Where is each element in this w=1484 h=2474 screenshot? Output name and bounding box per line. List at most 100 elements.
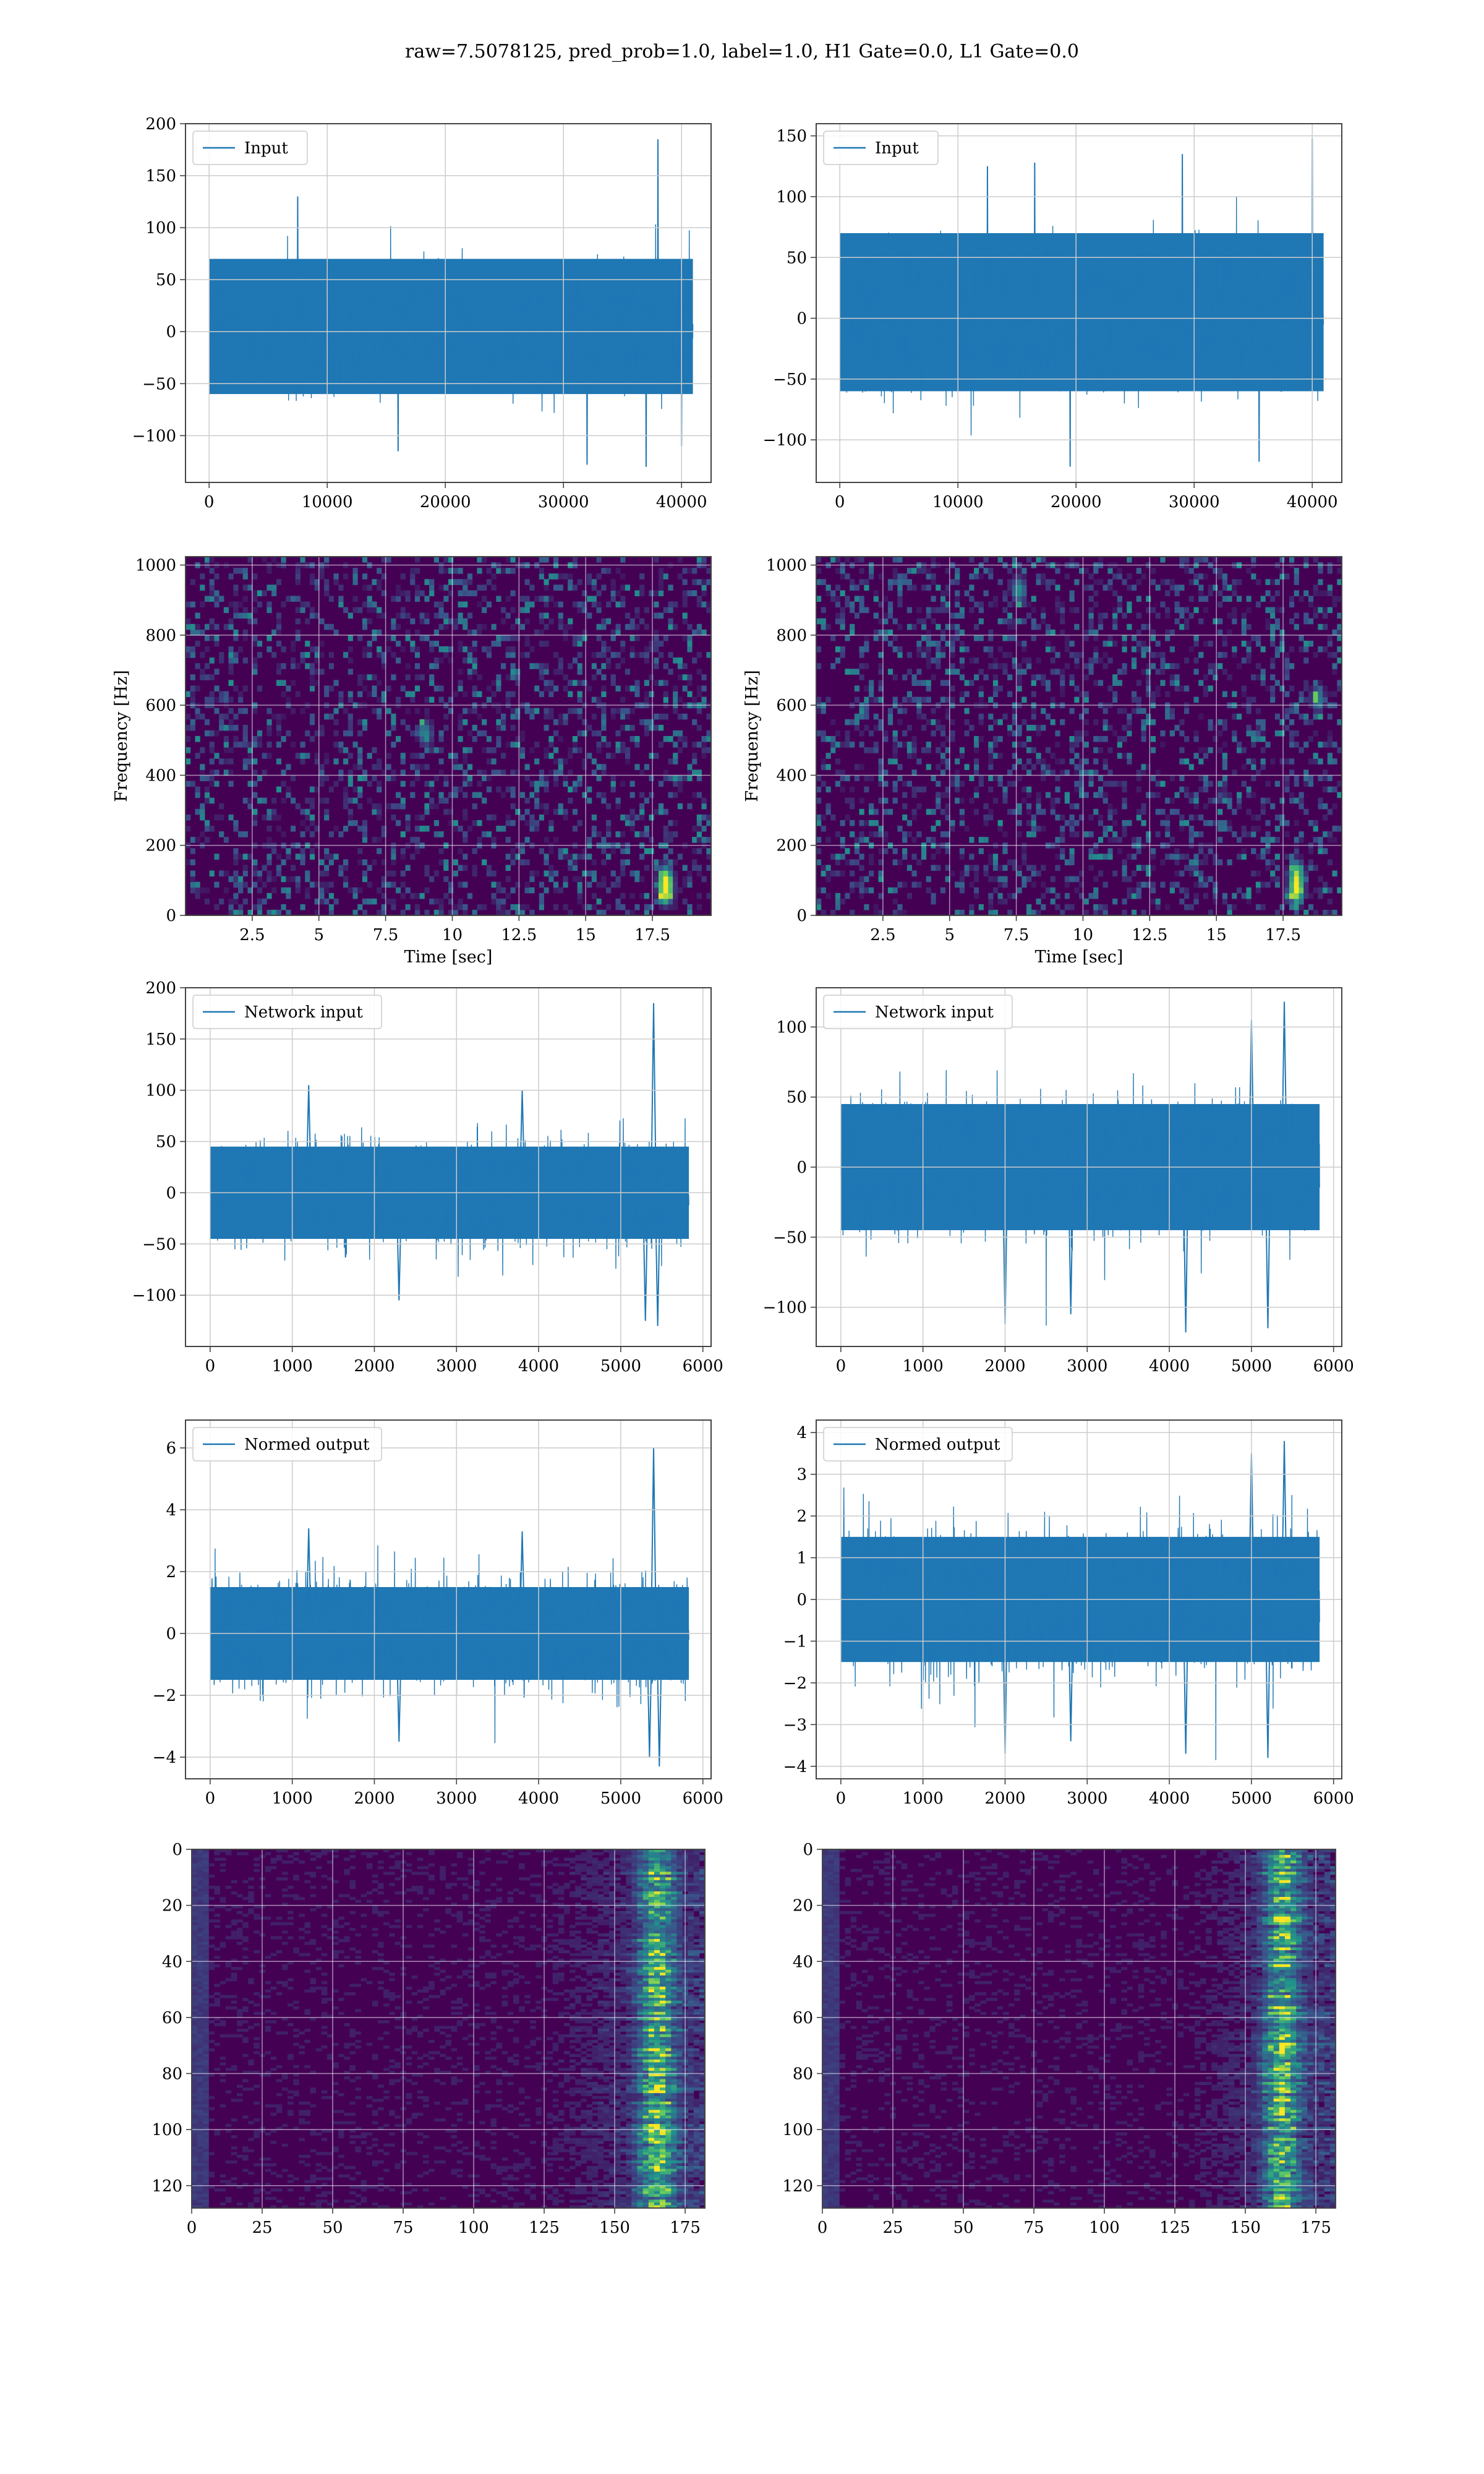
- input-l1-legend-label: Input: [875, 139, 919, 158]
- input-h1-xtick-label-0: 0: [204, 493, 215, 511]
- normed-l1-spike-2: [1264, 1599, 1271, 1758]
- spec-h1-xtick-label-6: 17.5: [634, 926, 670, 944]
- network-l1-xtick-label-5: 5000: [1231, 1357, 1272, 1376]
- features-h1-xtick-label-4: 100: [458, 2219, 489, 2237]
- network-l1-ytick-label-3: 50: [787, 1089, 807, 1107]
- features-l1-xtick-label-2: 50: [953, 2219, 973, 2237]
- features-h1-xtick-label-2: 50: [322, 2219, 343, 2237]
- features-l1-ytick-label-1: 20: [793, 1897, 813, 1915]
- figure-title: raw=7.5078125, pred_prob=1.0, label=1.0,…: [405, 41, 1079, 62]
- input-l1-ytick-label-2: 0: [796, 310, 807, 328]
- features-l1-frame: [822, 1849, 1336, 2209]
- features-l1-xtick-label-3: 75: [1023, 2219, 1044, 2237]
- spec-h1-ylabel: Frequency [Hz]: [112, 670, 131, 802]
- network-l1-xtick-label-3: 3000: [1067, 1357, 1107, 1376]
- network-h1-ytick-label-3: 50: [156, 1133, 176, 1152]
- input-h1-ytick-label-6: 200: [145, 115, 176, 134]
- input-l1-ytick-label-1: −50: [773, 370, 807, 389]
- input-h1-ytick-label-1: −50: [142, 375, 176, 393]
- network-l1-spike-5: [1067, 1166, 1074, 1314]
- spec-l1-ytick-label-1: 200: [776, 837, 807, 855]
- network-h1-xtick-label-2: 2000: [354, 1357, 394, 1376]
- features-h1-ytick-label-3: 60: [162, 2009, 182, 2027]
- network-l1-legend: Network input: [823, 995, 1013, 1029]
- network-h1-signal-line: [210, 1118, 689, 1277]
- normed-h1-xtick-label-5: 5000: [600, 1789, 641, 1808]
- normed-l1-legend-label: Normed output: [875, 1436, 1000, 1454]
- network-l1-xtick-label-6: 6000: [1313, 1357, 1354, 1376]
- spec-h1-cells: [186, 557, 712, 916]
- features-l1-xtick-label-0: 0: [817, 2219, 828, 2237]
- normed-h1-ytick-label-5: 6: [166, 1439, 176, 1458]
- input-l1-spike-4: [1258, 318, 1260, 462]
- input-h1-ytick-label-0: −100: [132, 427, 176, 445]
- input-l1-ytick-label-0: −100: [763, 431, 807, 450]
- input-l1-chart: 0 10000 20000 30000 40000 −100 −50 0 50 100 150 Inp…: [763, 123, 1342, 511]
- input-h1-ytick-label-2: 0: [166, 323, 176, 341]
- input-l1-ytick-label-5: 150: [776, 127, 807, 146]
- normed-l1-ytick-label-1: −3: [783, 1716, 807, 1734]
- network-l1-legend-label: Network input: [875, 1003, 994, 1022]
- network-l1-ytick-label-4: 100: [776, 1018, 807, 1037]
- input-h1-xtick-label-4: 40000: [656, 493, 707, 511]
- input-l1-frame: [816, 123, 1342, 483]
- spec-h1-ytick-label-5: 1000: [135, 557, 176, 575]
- input-l1-ytick-label-4: 100: [776, 188, 807, 207]
- spec-h1-ytick-label-3: 600: [145, 696, 176, 715]
- spec-h1-xtick-label-1: 5: [313, 926, 324, 944]
- features-l1-ytick-label-3: 60: [793, 2009, 813, 2027]
- spec-l1-xtick-label-0: 2.5: [870, 926, 895, 944]
- input-l1-spike-2: [1033, 162, 1036, 319]
- network-h1-spike-0: [650, 1003, 657, 1193]
- input-h1-legend: Input: [192, 131, 308, 165]
- spec-l1-xtick-label-1: 5: [944, 926, 955, 944]
- spec-h1-xtick-label-0: 2.5: [239, 926, 265, 944]
- spec-l1-ytick-label-5: 1000: [766, 557, 807, 575]
- normed-h1-legend-label: Normed output: [244, 1436, 370, 1454]
- normed-l1-ytick-label-5: 1: [796, 1549, 807, 1568]
- features-h1-cells: [192, 1849, 706, 2209]
- features-l1-cells: [822, 1849, 1336, 2209]
- features-h1-ytick-label-4: 80: [162, 2065, 182, 2084]
- normed-h1-xtick-label-2: 2000: [354, 1789, 394, 1808]
- spec-h1-xlabel: Time [sec]: [404, 948, 493, 967]
- normed-h1-ytick-label-3: 2: [166, 1563, 176, 1582]
- spec-h1-xtick-label-3: 10: [442, 926, 463, 944]
- network-h1-legend: Network input: [192, 995, 382, 1029]
- spec-l1-xtick-label-3: 10: [1073, 926, 1093, 944]
- spec-l1-ytick-label-3: 600: [776, 696, 807, 715]
- network-l1-signal-line: [840, 1070, 1320, 1326]
- network-h1-ytick-label-2: 0: [166, 1184, 176, 1202]
- normed-l1-xtick-label-5: 5000: [1231, 1789, 1272, 1808]
- normed-l1-signal-line: [840, 1487, 1320, 1760]
- network-l1-ytick-label-1: −50: [773, 1228, 807, 1247]
- normed-h1-spike-5: [396, 1633, 403, 1742]
- normed-l1-xtick-label-2: 2000: [984, 1789, 1025, 1808]
- input-h1-ytick-label-3: 50: [156, 271, 176, 289]
- features-l1-xtick-label-6: 150: [1230, 2219, 1261, 2237]
- features-h1-xtick-label-0: 0: [187, 2219, 197, 2237]
- input-h1-xtick-label-1: 10000: [302, 493, 353, 511]
- network-l1-spike-0: [1281, 1001, 1288, 1168]
- normed-l1-ytick-label-0: −4: [783, 1758, 807, 1776]
- spec-h1-ytick-label-1: 200: [145, 837, 176, 855]
- spec-l1-xtick-label-5: 15: [1206, 926, 1227, 944]
- network-h1-xtick-label-5: 5000: [600, 1357, 641, 1376]
- features-l1-ytick-label-5: 100: [782, 2121, 813, 2139]
- network-l1-xtick-label-4: 4000: [1149, 1357, 1190, 1376]
- network-h1-spike-3: [305, 1085, 312, 1193]
- spec-h1-ytick-label-0: 0: [166, 907, 176, 925]
- input-l1-xtick-label-1: 10000: [932, 493, 984, 511]
- input-l1-xtick-label-4: 40000: [1287, 493, 1338, 511]
- spec-l1-xlabel: Time [sec]: [1035, 948, 1124, 967]
- spec-h1-chart: 2.5 5 7.5 10 12.5 15 17.5 0 200 400 600 800 1000 Time…: [112, 556, 712, 967]
- network-l1-xtick-label-0: 0: [836, 1357, 846, 1376]
- normed-l1-spike-1: [1182, 1599, 1189, 1754]
- network-h1-xtick-label-1: 1000: [272, 1357, 313, 1376]
- network-l1-xtick-label-1: 1000: [903, 1357, 944, 1376]
- spec-l1-frame: [816, 556, 1342, 916]
- features-l1-ytick-label-0: 0: [803, 1841, 813, 1859]
- normed-l1-xtick-label-0: 0: [836, 1789, 846, 1808]
- features-l1-xtick-label-4: 100: [1089, 2219, 1120, 2237]
- features-h1-ytick-label-5: 100: [151, 2121, 182, 2139]
